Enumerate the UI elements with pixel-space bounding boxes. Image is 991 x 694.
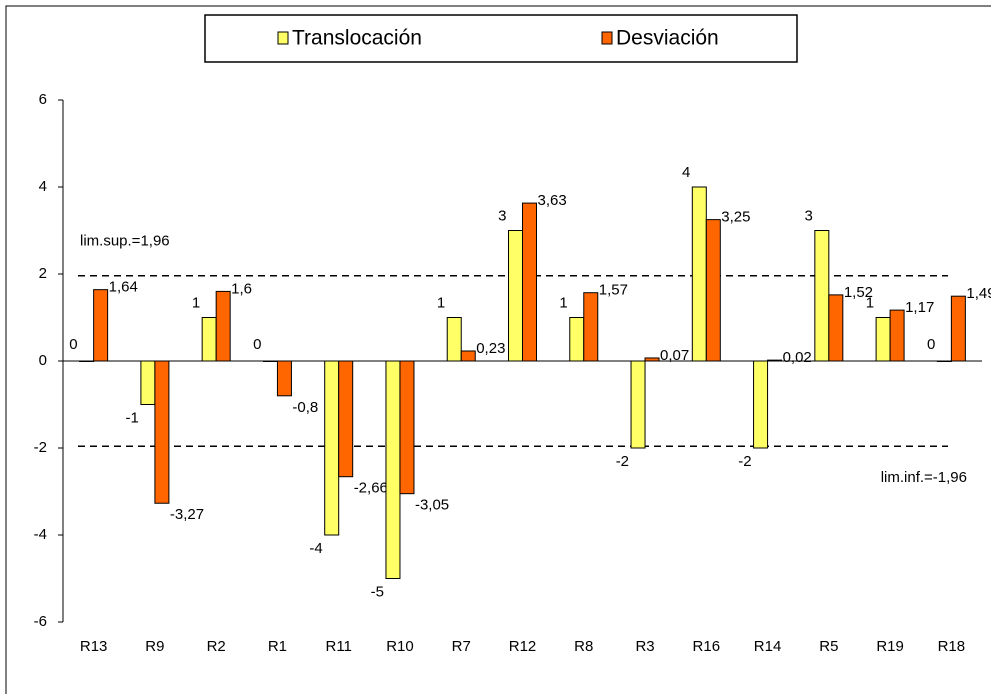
data-label: 0 [253,336,261,353]
legend-label: Translocación [292,27,422,50]
bar [828,294,844,362]
data-label: -2,66 [354,480,388,497]
data-label: 1 [437,294,445,311]
chart-frame [5,5,991,694]
bar [385,360,401,579]
bar [79,360,95,362]
bar [691,186,707,362]
bar [705,219,721,362]
data-label: 3,25 [721,209,750,226]
x-tick-label: R14 [754,638,782,655]
data-label: -4 [309,540,322,557]
bar [889,309,905,362]
data-label: 1,52 [844,284,873,301]
y-tick-label: -6 [34,613,47,630]
bar [399,360,415,495]
legend-swatch [277,31,289,45]
x-tick-label: R12 [509,638,537,655]
data-label: 3 [498,207,506,224]
data-label: 3,63 [538,192,567,209]
bar [508,230,523,362]
data-label: 1 [192,294,200,311]
legend-swatch [601,31,613,45]
data-label: 4 [682,164,690,181]
data-label: 1,49 [966,285,991,302]
bar [753,360,769,449]
x-tick-label: R2 [207,638,226,655]
data-label: 1,17 [905,299,934,316]
data-label: -1 [126,409,139,426]
data-label: -2 [738,453,751,470]
x-tick-label: R10 [386,638,414,655]
bar [215,290,231,362]
data-label: 1,6 [231,280,252,297]
x-tick-label: R18 [938,638,966,655]
data-label: -0,8 [292,399,318,416]
data-label: 0 [69,336,77,353]
x-tick-label: R13 [80,638,108,655]
bar [140,360,156,405]
reference-label: lim.sup.=1,96 [80,233,170,250]
data-label: -5 [371,583,384,600]
bar [630,360,646,449]
bar [644,357,660,362]
x-tick-label: R5 [819,638,838,655]
data-label: 0,07 [660,347,689,364]
y-tick-label: -4 [34,526,47,543]
bar [324,360,340,536]
reference-label: lim.inf.=-1,96 [881,469,967,486]
y-tick-label: -2 [34,439,47,456]
x-tick-label: R1 [268,638,287,655]
data-label: 1,64 [109,279,138,296]
legend-box [204,14,798,63]
data-label: 0,23 [476,340,505,357]
data-label: 1 [866,294,874,311]
data-label: 1,57 [599,282,628,299]
data-label: 0 [927,336,935,353]
bar [201,317,217,362]
data-label: -3,05 [415,497,449,514]
x-tick-label: R19 [876,638,904,655]
bar [950,295,966,362]
x-tick-label: R9 [145,638,164,655]
data-label: 1 [559,294,567,311]
y-tick-label: 4 [39,178,47,195]
bar [569,317,585,362]
bar [522,202,537,362]
bar [583,292,599,362]
bar [338,360,354,478]
bar [767,359,783,362]
bar [936,360,952,362]
x-tick-label: R3 [635,638,654,655]
bar [93,289,109,362]
bar [460,350,476,362]
legend-label: Desviación [616,27,719,50]
x-tick-label: R8 [574,638,593,655]
bar [154,360,170,504]
data-label: -3,27 [170,506,204,523]
x-tick-label: R11 [325,638,351,655]
data-label: 3 [804,207,812,224]
data-label: 0,02 [783,349,812,366]
bar [262,360,278,362]
bar [446,317,462,362]
bar [276,360,292,397]
x-tick-label: R7 [452,638,471,655]
data-label: -2 [616,453,629,470]
y-tick-label: 2 [39,265,47,282]
x-tick-label: R16 [693,638,721,655]
bar [875,317,891,362]
y-tick-label: 0 [39,352,47,369]
y-tick-label: 6 [39,91,47,108]
bar [814,230,830,362]
